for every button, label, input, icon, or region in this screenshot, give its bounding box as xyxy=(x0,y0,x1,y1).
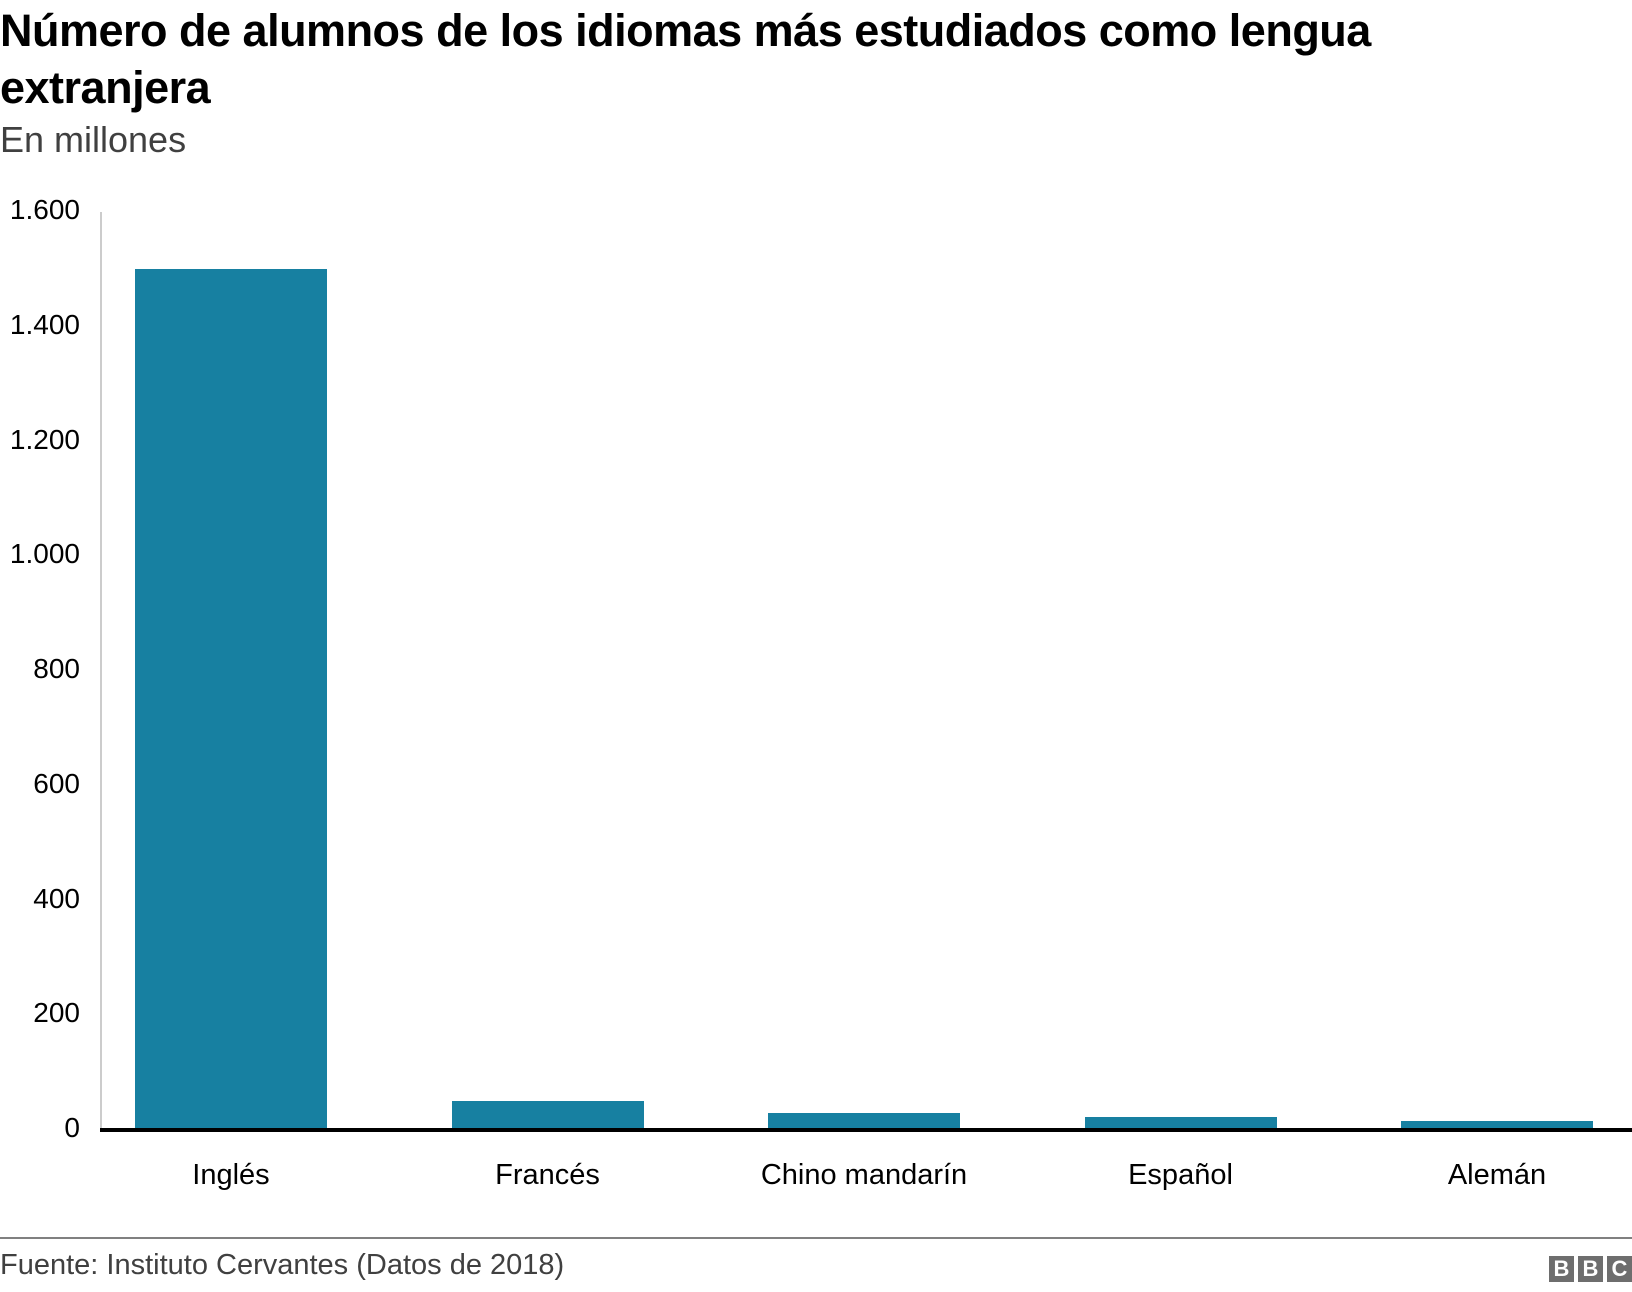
chart-title: Número de alumnos de los idiomas más est… xyxy=(0,5,1371,113)
chart-subtitle: En millones xyxy=(0,119,187,160)
y-tick-label: 1.000 xyxy=(9,538,80,570)
y-tick-label: 1.400 xyxy=(9,308,80,340)
logo-letter: C xyxy=(1607,1256,1632,1282)
bar xyxy=(768,1112,960,1130)
bar xyxy=(1401,1121,1593,1130)
logo-letter: B xyxy=(1549,1256,1574,1282)
y-tick-label: 400 xyxy=(33,882,80,914)
y-tick-label: 0 xyxy=(64,1112,80,1143)
x-tick-label: Español xyxy=(1128,1159,1233,1191)
y-axis-line xyxy=(100,212,102,1130)
x-tick-label: Inglés xyxy=(192,1159,270,1191)
bar xyxy=(1084,1117,1277,1130)
x-tick-label: Alemán xyxy=(1447,1159,1547,1191)
x-axis-line xyxy=(100,1128,1632,1132)
y-tick-label: 800 xyxy=(33,653,80,684)
y-tick-label: 1.200 xyxy=(9,423,80,455)
y-tick-label: 1.600 xyxy=(9,194,80,225)
x-tick-label: Francés xyxy=(495,1159,600,1191)
logo-letter: B xyxy=(1578,1256,1603,1282)
bar xyxy=(135,269,327,1130)
bar xyxy=(451,1101,644,1130)
source-note: Fuente: Instituto Cervantes (Datos de 20… xyxy=(0,1249,565,1281)
y-tick-label: 600 xyxy=(33,767,80,799)
footer-divider xyxy=(0,1237,1632,1239)
x-tick-label: Chino mandarín xyxy=(760,1159,968,1191)
y-tick-label: 200 xyxy=(33,997,80,1029)
bbc-logo: B B C xyxy=(1549,1256,1632,1282)
